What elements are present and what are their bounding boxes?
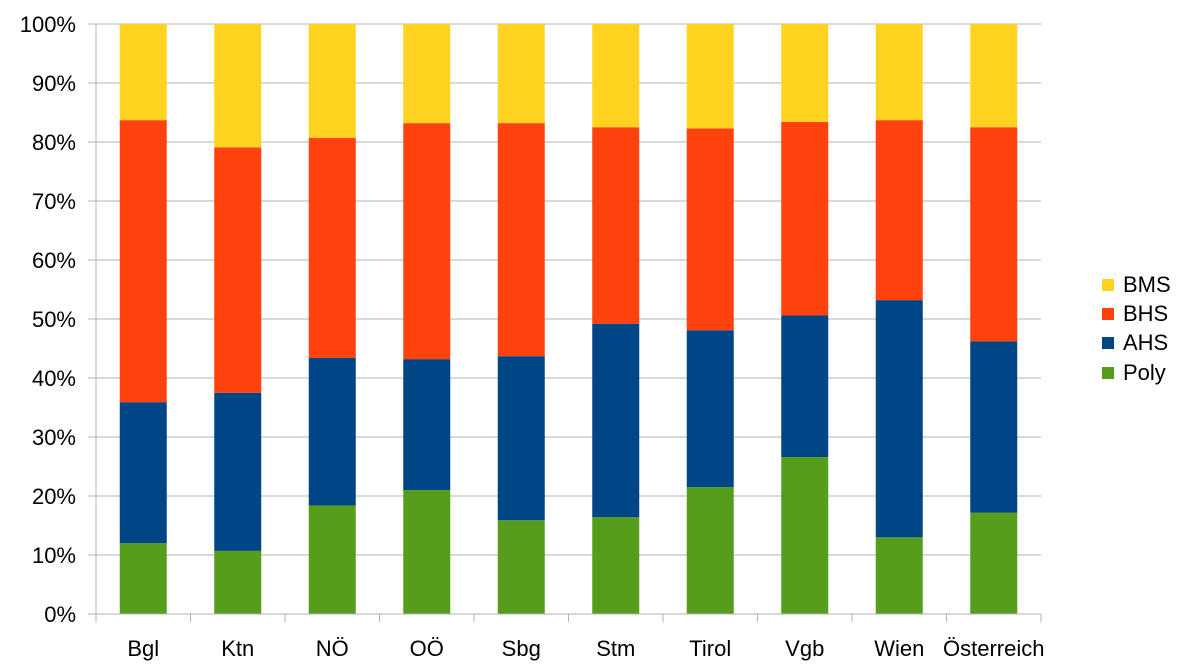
x-tick-label-6: Tirol (689, 636, 731, 661)
bar-poly-2 (308, 505, 356, 614)
bar-ahs-0 (119, 402, 167, 544)
y-tick-labels: 0% 10% 20% 30% 40% 50% 60% 70% 80% 90% 100% (20, 12, 76, 627)
bar-bms-9 (970, 24, 1018, 128)
bar-bms-0 (119, 24, 167, 121)
bar-bhs-1 (214, 147, 262, 393)
y-tick-label-5: 50% (32, 307, 76, 332)
y-tick-label-4: 40% (32, 366, 76, 391)
bar-bms-3 (403, 24, 451, 124)
bar-ahs-2 (308, 357, 356, 506)
bar-poly-6 (686, 487, 734, 614)
x-tick-label-8: Wien (874, 636, 924, 661)
bar-bhs-0 (119, 120, 167, 403)
x-tick-label-3: OÖ (410, 636, 444, 661)
x-tick-label-9: Österreich (943, 636, 1044, 661)
bar-bhs-7 (781, 121, 829, 316)
bar-ahs-3 (403, 359, 451, 491)
bar-bms-6 (686, 24, 734, 129)
bar-ahs-6 (686, 330, 734, 488)
y-tick-label-0: 0% (44, 602, 76, 627)
bar-bhs-6 (686, 128, 734, 331)
x-tick-label-1: Ktn (221, 636, 254, 661)
legend-label-poly: Poly (1123, 359, 1166, 385)
legend-item-ahs: AHS (1102, 329, 1171, 358)
bar-bms-2 (308, 24, 356, 138)
bar-poly-0 (119, 543, 167, 614)
bar-ahs-5 (592, 323, 640, 518)
legend-item-bhs: BHS (1102, 299, 1171, 328)
bar-ahs-8 (875, 300, 923, 538)
bars (119, 24, 1018, 614)
legend: BMS BHS AHS Poly (1102, 270, 1171, 388)
y-tick-label-2: 20% (32, 484, 76, 509)
bar-bhs-5 (592, 127, 640, 324)
bar-ahs-1 (214, 392, 262, 551)
y-tick-label-3: 30% (32, 425, 76, 450)
legend-swatch-poly (1102, 366, 1114, 379)
bar-ahs-9 (970, 341, 1018, 513)
legend-item-bms: BMS (1102, 270, 1171, 299)
bar-poly-7 (781, 457, 829, 614)
y-tick-label-8: 80% (32, 130, 76, 155)
x-tick-label-5: Stm (596, 636, 635, 661)
bar-bhs-9 (970, 127, 1018, 342)
y-tick-label-1: 10% (32, 543, 76, 568)
legend-swatch-bms (1102, 278, 1114, 291)
x-tick-label-0: Bgl (127, 636, 159, 661)
bar-bhs-8 (875, 120, 923, 301)
bar-poly-3 (403, 490, 451, 614)
bar-poly-4 (497, 520, 545, 614)
bar-poly-5 (592, 517, 640, 614)
bar-ahs-4 (497, 356, 545, 521)
legend-item-poly: Poly (1102, 358, 1171, 387)
x-tick-label-4: Sbg (502, 636, 541, 661)
bar-bms-5 (592, 24, 640, 128)
legend-label-ahs: AHS (1123, 330, 1169, 356)
bar-bhs-4 (497, 123, 545, 357)
bar-ahs-7 (781, 315, 829, 458)
bar-poly-1 (214, 550, 262, 614)
legend-swatch-bhs (1102, 308, 1114, 321)
bar-poly-8 (875, 537, 923, 614)
bar-poly-9 (970, 512, 1018, 614)
y-tick-label-9: 90% (32, 71, 76, 96)
bar-bhs-2 (308, 137, 356, 358)
legend-swatch-ahs (1102, 337, 1114, 350)
y-tick-label-10: 100% (20, 12, 76, 37)
x-tick-label-2: NÖ (316, 636, 349, 661)
x-tick-labels: Bgl Ktn NÖ OÖ Sbg Stm Tirol Vgb Wien Österreich (127, 636, 1044, 661)
y-tick-label-7: 70% (32, 189, 76, 214)
bar-bms-8 (875, 24, 923, 121)
legend-label-bhs: BHS (1123, 301, 1169, 327)
x-tick-label-7: Vgb (785, 636, 824, 661)
y-tick-label-6: 60% (32, 248, 76, 273)
legend-label-bms: BMS (1123, 271, 1171, 297)
axes (95, 24, 1042, 622)
bar-bhs-3 (403, 123, 451, 360)
bar-bms-1 (214, 24, 262, 148)
bar-bms-7 (781, 24, 829, 122)
bar-bms-4 (497, 24, 545, 124)
